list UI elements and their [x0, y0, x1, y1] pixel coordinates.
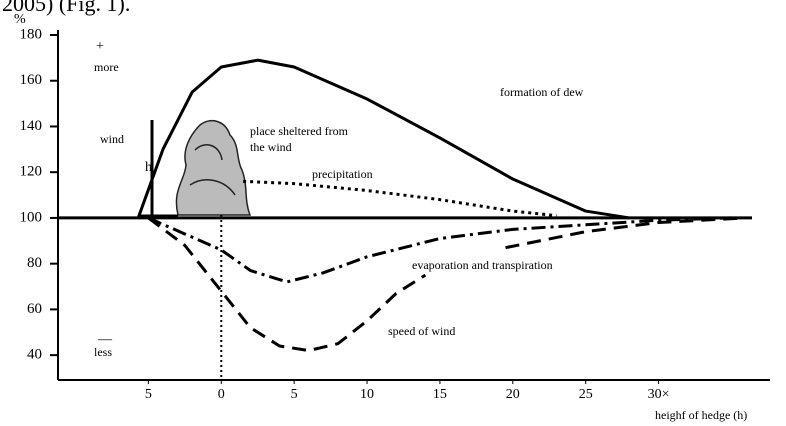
x-axis-label: heighf of hedge (h) [655, 408, 747, 422]
y-tick-label: 80 [27, 255, 42, 271]
x-tick-label: 5 [291, 387, 298, 402]
x-tick-label: 30× [648, 387, 670, 402]
annotation: place sheltered from [250, 124, 349, 138]
series-line [243, 181, 556, 215]
y-tick-label: 40 [27, 347, 42, 363]
x-tick-label: 5 [145, 387, 152, 402]
y-tick-label: 100 [20, 209, 43, 225]
y-tick-label: 120 [20, 164, 43, 180]
annotation: wind [100, 132, 124, 146]
y-tick-label: 160 [20, 72, 43, 88]
annotation: less [94, 345, 112, 359]
x-tick-label: 20 [506, 387, 520, 402]
y-tick-label: 140 [20, 118, 43, 134]
x-tick-label: 15 [433, 387, 447, 402]
annotation: the wind [250, 140, 292, 154]
chart: 2005) (Fig. 1). % heighf of hedge (h) + … [0, 0, 786, 426]
annotation: more [94, 60, 119, 74]
x-tick-label: 10 [360, 387, 374, 402]
annotation: + [96, 39, 104, 54]
y-tick-label: 180 [20, 26, 43, 42]
series-label: formation of dew [500, 85, 584, 99]
x-tick-label: 25 [579, 387, 593, 402]
annotation: h [145, 160, 152, 175]
hedge-drawing [176, 121, 250, 215]
x-tick-label: 0 [218, 387, 225, 402]
y-axis-label: % [14, 12, 26, 27]
series-label: evaporation and transpiration [412, 258, 553, 272]
series-label: speed of wind [388, 324, 455, 338]
series-line [148, 218, 731, 282]
series-label: precipitation [312, 167, 373, 181]
y-tick-label: 60 [27, 301, 42, 317]
